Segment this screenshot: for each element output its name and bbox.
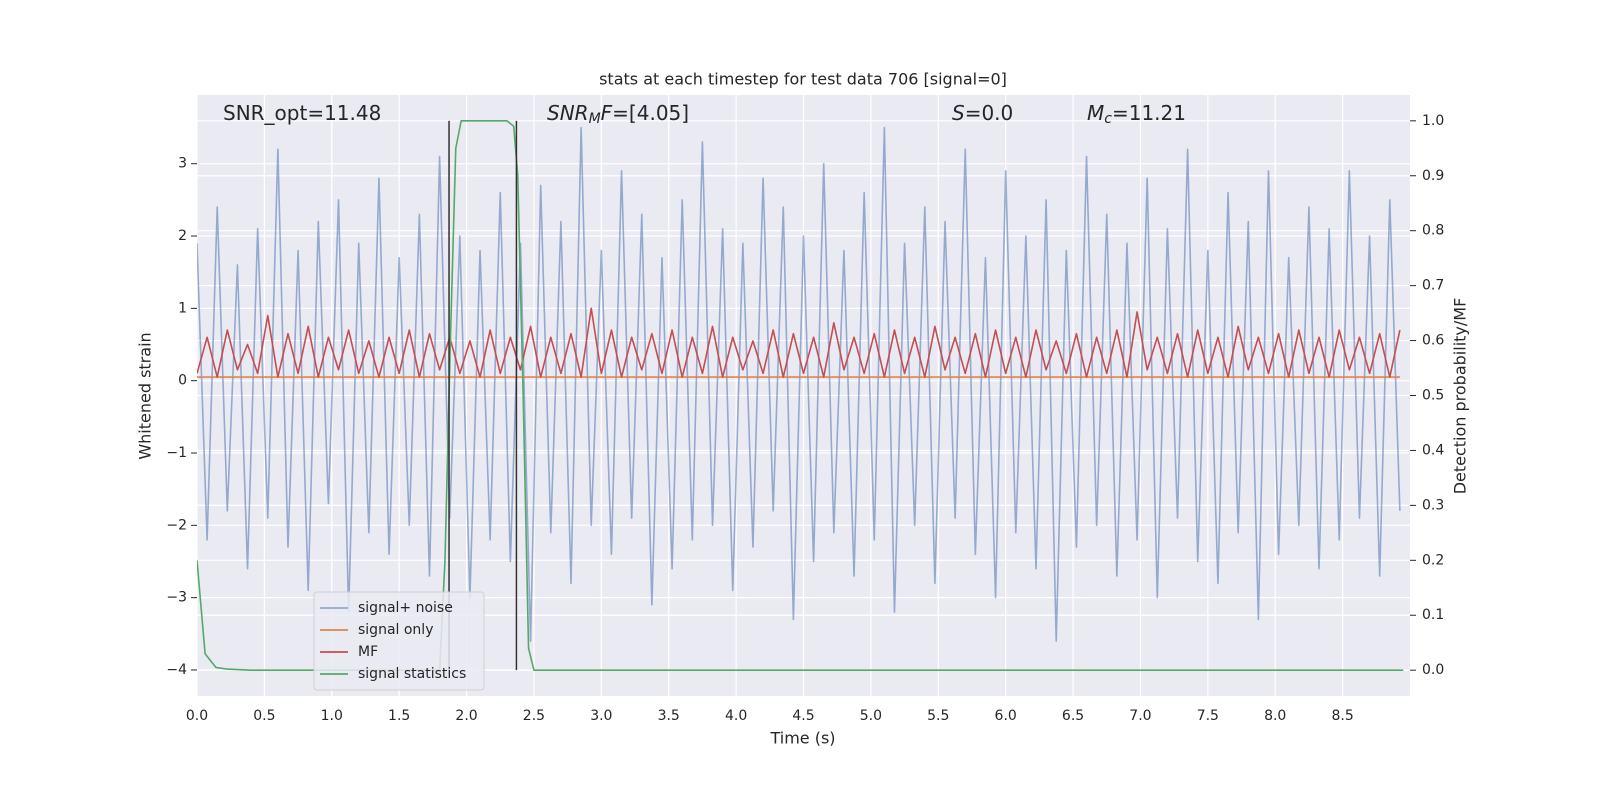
- annotation-part: M: [1087, 101, 1104, 125]
- x-tick-label: 8.0: [1264, 708, 1286, 724]
- annotation: S=0.0: [952, 101, 1013, 125]
- y-tick-label: −2: [166, 517, 187, 533]
- series-line: [197, 120, 1404, 671]
- annotation: SNR_opt=11.48: [223, 101, 381, 125]
- y2-tick-label: 0.2: [1422, 552, 1444, 568]
- y2-tick-label: 0.1: [1422, 607, 1444, 623]
- x-tick-label: 1.0: [321, 708, 343, 724]
- legend-box: [313, 591, 485, 691]
- legend-label: MF: [358, 644, 378, 660]
- x-tick-label: 2.0: [455, 708, 477, 724]
- legend-label: signal+ noise: [358, 600, 453, 616]
- y2-tick-label: 0.0: [1422, 662, 1444, 678]
- x-tick-label: 2.5: [523, 708, 545, 724]
- x-tick-label: 5.5: [927, 708, 949, 724]
- annotation: SNRMF=[4.05]: [547, 101, 689, 128]
- y2-tick-label: 0.3: [1422, 497, 1444, 513]
- annotation-part: =11.21: [1112, 101, 1186, 125]
- x-tick-label: 4.0: [725, 708, 747, 724]
- x-tick-label: 7.5: [1197, 708, 1219, 724]
- annotation: Mc=11.21: [1087, 101, 1186, 128]
- x-tick-label: 0.5: [253, 708, 275, 724]
- annotation-part: SNR_opt=11.48: [223, 101, 381, 125]
- y2-tick-label: 1.0: [1422, 113, 1444, 129]
- annotation-part: =[4.05]: [612, 101, 689, 125]
- annotation-part: M: [589, 111, 601, 127]
- x-axis-label: Time (s): [769, 729, 835, 748]
- y-axis-label: Whitened strain: [136, 332, 155, 459]
- legend-label: signal only: [358, 622, 433, 638]
- annotation-part: F: [601, 101, 613, 125]
- x-tick-label: 5.0: [860, 708, 882, 724]
- series-line: [197, 307, 1401, 378]
- y2-tick-label: 0.8: [1422, 223, 1444, 239]
- plot-data: [197, 120, 1404, 671]
- x-tick-label: 6.5: [1062, 708, 1084, 724]
- y-tick-label: 3: [178, 156, 187, 172]
- y2-tick-label: 0.7: [1422, 278, 1444, 294]
- chart-title: stats at each timestep for test data 706…: [599, 70, 1007, 89]
- x-tick-label: 0.0: [186, 708, 208, 724]
- legend-label: signal statistics: [358, 666, 466, 682]
- y-tick-label: −3: [166, 590, 187, 606]
- annotation-part: S: [952, 101, 965, 125]
- y2-tick-label: 0.5: [1422, 388, 1444, 404]
- x-tick-label: 3.5: [658, 708, 680, 724]
- y2-tick-label: 0.6: [1422, 333, 1444, 349]
- x-tick-label: 3.0: [590, 708, 612, 724]
- y2-tick-label: 0.4: [1422, 442, 1444, 458]
- x-tick-label: 1.5: [388, 708, 410, 724]
- y-tick-label: 0: [178, 373, 187, 389]
- y-tick-label: −4: [166, 662, 187, 678]
- y2-tick-label: 0.9: [1422, 168, 1444, 184]
- x-tick-label: 6.0: [995, 708, 1017, 724]
- y-tick-label: 2: [178, 228, 187, 244]
- annotation-part: c: [1104, 111, 1112, 127]
- x-tick-label: 8.5: [1331, 708, 1353, 724]
- y-tick-label: 1: [178, 300, 187, 316]
- annotation-part: SNR: [547, 101, 589, 125]
- x-tick-label: 4.5: [792, 708, 814, 724]
- y-tick-label: −1: [166, 445, 187, 461]
- x-tick-label: 7.0: [1129, 708, 1151, 724]
- y2-axis-label: Detection probability/MF: [1451, 298, 1470, 495]
- series-line: [197, 126, 1401, 642]
- grid: [196, 95, 1410, 696]
- annotation-part: =0.0: [965, 101, 1014, 125]
